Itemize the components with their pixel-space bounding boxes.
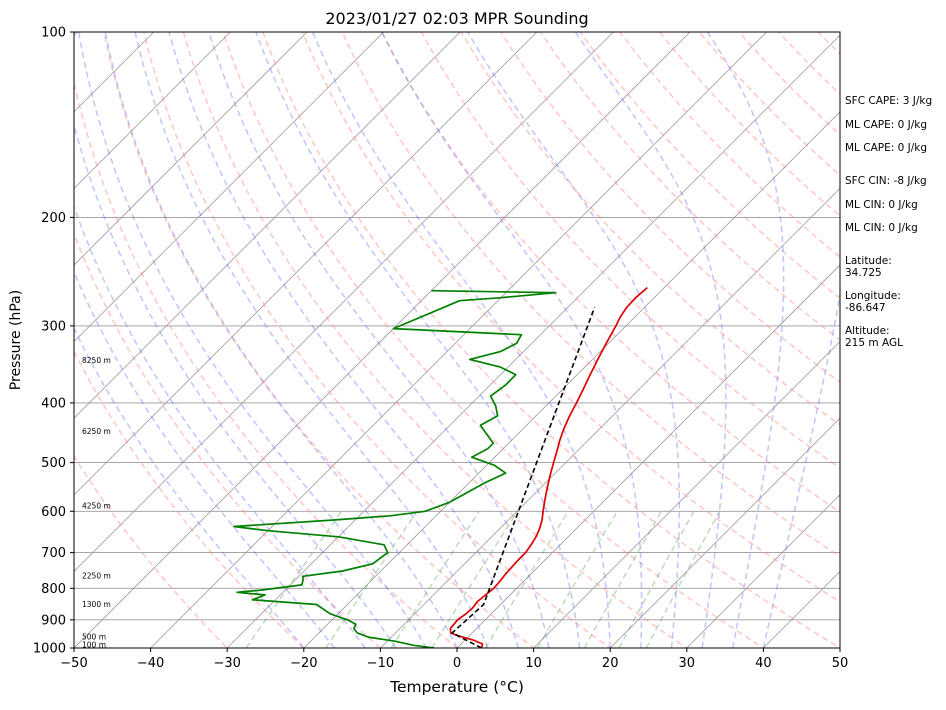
- ml-cape-text-2: ML CAPE: 0 J/kg: [845, 142, 927, 154]
- longitude-label: Longitude:: [845, 290, 901, 302]
- y-tick-label: 700: [41, 546, 66, 561]
- x-axis-label: Temperature (°C): [389, 678, 524, 696]
- x-tick-label: −40: [137, 656, 164, 671]
- x-tick-label: −20: [290, 656, 317, 671]
- altitude-value: 215 m AGL: [845, 337, 903, 349]
- height-label: 1300 m: [82, 600, 111, 609]
- ml-cin-text: ML CIN: 0 J/kg: [845, 199, 918, 211]
- height-label: 4250 m: [82, 502, 111, 511]
- height-label: 500 m: [82, 632, 106, 641]
- x-tick-label: 30: [679, 656, 696, 671]
- y-axis-label: Pressure (hPa): [8, 290, 24, 390]
- sfc-cin-text: SFC CIN: -8 J/kg: [845, 175, 927, 187]
- x-tick-label: 20: [602, 656, 619, 671]
- y-tick-label: 1000: [33, 642, 66, 657]
- y-tick-label: 300: [41, 319, 66, 334]
- y-tick-label: 500: [41, 456, 66, 471]
- x-tick-label: −50: [60, 656, 87, 671]
- sfc-cape-text: SFC CAPE: 3 J/kg: [845, 95, 932, 107]
- x-tick-label: 50: [832, 656, 849, 671]
- y-tick-label: 600: [41, 505, 66, 520]
- ml-cin-text-2: ML CIN: 0 J/kg: [845, 222, 918, 234]
- y-tick-label: 400: [41, 396, 66, 411]
- latitude-value: 34.725: [845, 267, 882, 279]
- longitude-value: -86.647: [845, 302, 886, 314]
- x-tick-label: 0: [453, 656, 461, 671]
- x-tick-label: −30: [213, 656, 240, 671]
- y-tick-label: 800: [41, 582, 66, 597]
- ml-cape-text: ML CAPE: 0 J/kg: [845, 119, 927, 131]
- x-tick-label: 40: [755, 656, 772, 671]
- height-label: 6250 m: [82, 427, 111, 436]
- height-label: 8250 m: [82, 356, 111, 365]
- y-tick-label: 100: [41, 26, 66, 41]
- chart-title: 2023/01/27 02:03 MPR Sounding: [325, 9, 588, 28]
- y-tick-label: 200: [41, 211, 66, 226]
- latitude-label: Latitude:: [845, 255, 892, 267]
- x-tick-label: 10: [525, 656, 542, 671]
- height-label: 2250 m: [82, 571, 111, 580]
- x-tick-label: −10: [367, 656, 394, 671]
- altitude-label: Altitude:: [845, 325, 890, 337]
- y-tick-label: 900: [41, 613, 66, 628]
